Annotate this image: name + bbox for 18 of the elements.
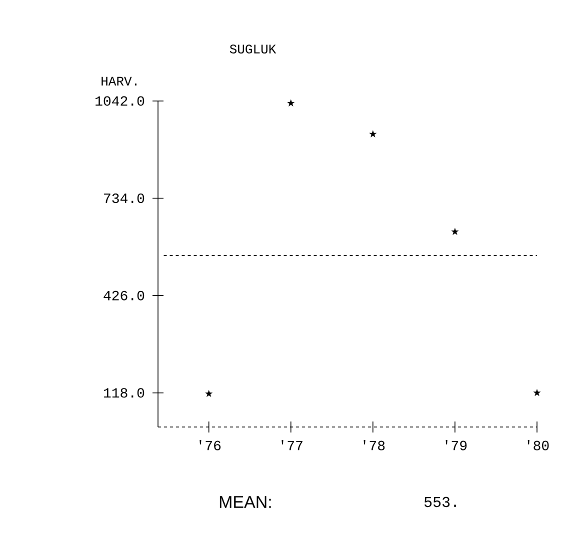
point xyxy=(205,390,213,398)
y-tick-label: 734.0 xyxy=(104,194,144,204)
chart-title: SUGLUK xyxy=(230,44,276,54)
point xyxy=(369,130,377,138)
y-axis-title: HARV. xyxy=(102,76,136,86)
y-tick-label: 1042.0 xyxy=(96,96,144,106)
point xyxy=(451,228,459,236)
point xyxy=(287,99,295,106)
text: 553. xyxy=(424,496,456,508)
x-tick-label: '78 xyxy=(364,440,385,450)
x-tick-label: '80 xyxy=(528,440,549,450)
point xyxy=(533,388,541,396)
x-tick-label: '77 xyxy=(282,440,302,450)
text: MEAN: xyxy=(220,496,271,508)
y-tick-label: 118.0 xyxy=(104,388,144,398)
y-tick-label: 426.0 xyxy=(104,290,144,300)
x-tick-label: '76 xyxy=(200,440,221,450)
x-tick-label: '79 xyxy=(446,440,467,450)
